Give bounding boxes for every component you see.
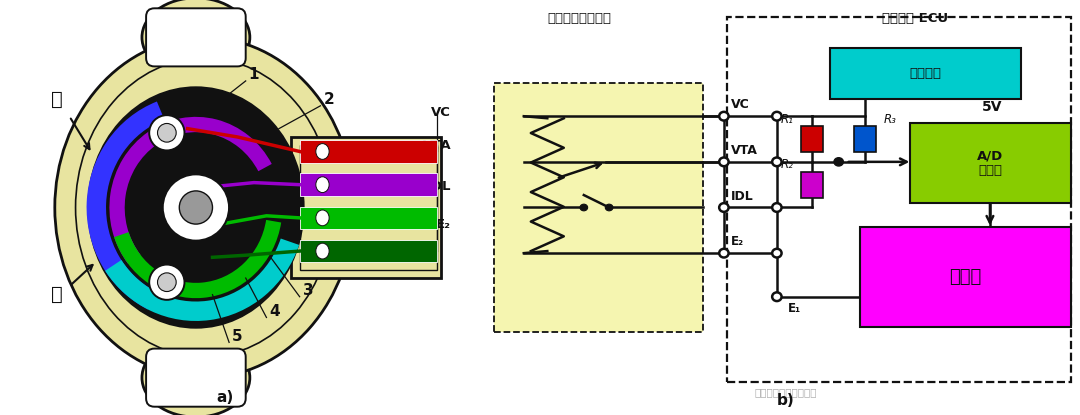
FancyBboxPatch shape [831,48,1021,99]
Ellipse shape [315,144,329,159]
Ellipse shape [315,243,329,259]
Ellipse shape [719,157,729,166]
Text: a): a) [216,390,233,405]
Text: E₂: E₂ [436,217,451,231]
Text: VTA: VTA [422,139,451,152]
Text: 2: 2 [323,92,334,107]
Text: 5V: 5V [982,100,1002,114]
Ellipse shape [141,338,249,415]
FancyBboxPatch shape [292,137,441,278]
Text: VC: VC [731,98,750,112]
Ellipse shape [141,0,249,77]
Ellipse shape [163,174,229,241]
Ellipse shape [772,203,782,212]
Text: 1: 1 [248,67,259,82]
Ellipse shape [158,124,176,142]
Text: 4: 4 [269,304,280,319]
Ellipse shape [87,87,303,328]
Ellipse shape [772,112,782,120]
Text: 3: 3 [302,283,313,298]
Text: E₂: E₂ [731,235,744,249]
Ellipse shape [580,204,588,211]
Ellipse shape [149,265,185,300]
FancyBboxPatch shape [860,227,1070,327]
Bar [801,172,823,198]
Ellipse shape [719,249,729,257]
Text: IDL: IDL [731,190,754,203]
Text: R₂: R₂ [781,158,794,171]
FancyBboxPatch shape [299,140,436,163]
Bar [854,126,876,152]
Ellipse shape [179,191,213,224]
Ellipse shape [315,210,329,226]
Text: 5: 5 [232,329,243,344]
FancyBboxPatch shape [299,145,436,270]
FancyBboxPatch shape [146,349,246,407]
Text: 开: 开 [51,90,63,109]
FancyBboxPatch shape [299,207,436,229]
Ellipse shape [772,157,782,166]
Text: R₁: R₁ [781,112,794,126]
Ellipse shape [772,292,782,301]
Bar [801,126,823,152]
FancyBboxPatch shape [495,83,703,332]
FancyBboxPatch shape [909,123,1070,203]
Text: A/D
转换器: A/D 转换器 [976,149,1003,177]
Text: 关: 关 [51,285,63,304]
Ellipse shape [719,112,729,120]
Ellipse shape [315,177,329,193]
Text: IDL: IDL [427,180,451,193]
Ellipse shape [834,158,843,166]
Ellipse shape [149,115,185,150]
Ellipse shape [158,273,176,291]
Ellipse shape [76,58,333,357]
Text: E₁: E₁ [787,302,800,315]
Text: 稳压电源: 稳压电源 [909,67,941,81]
Text: R₃: R₃ [885,112,896,126]
Ellipse shape [605,204,613,211]
Text: VC: VC [431,105,451,119]
Text: VTA: VTA [731,144,758,157]
Text: 单片机: 单片机 [949,268,982,286]
FancyBboxPatch shape [146,8,246,66]
Text: 节气门位置传感器: 节气门位置传感器 [548,12,611,25]
Text: 电控单元 ECU: 电控单元 ECU [882,12,948,25]
FancyBboxPatch shape [299,240,436,262]
Ellipse shape [719,203,729,212]
Ellipse shape [55,37,353,378]
Text: b): b) [777,393,795,408]
FancyBboxPatch shape [299,173,436,196]
Text: 嵌入式软件开发学习圈: 嵌入式软件开发学习圈 [755,387,816,397]
Ellipse shape [772,249,782,257]
